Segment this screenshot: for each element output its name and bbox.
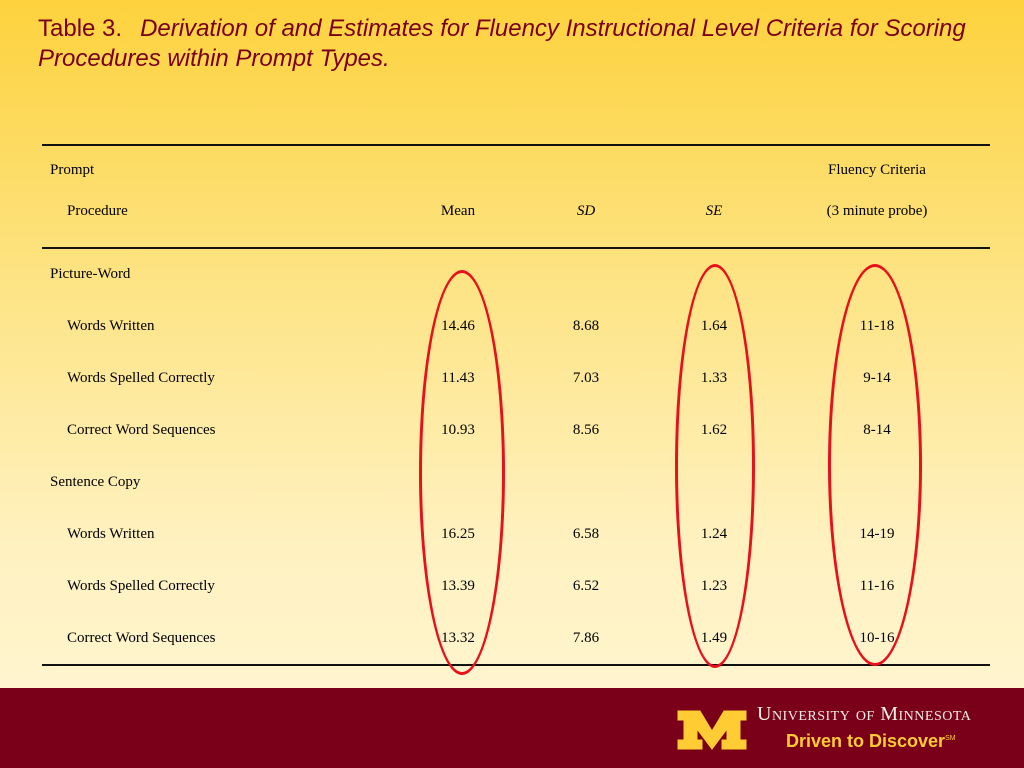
row-procedure: Words Written (67, 318, 155, 334)
footer-bar (0, 688, 1024, 768)
table-top-rule (42, 144, 990, 146)
row-procedure: Words Written (67, 526, 155, 542)
row-procedure: Correct Word Sequences (67, 422, 216, 438)
header-prompt: Prompt (50, 162, 95, 178)
header-procedure: Procedure (67, 203, 128, 219)
mean-column-highlight-oval (419, 270, 505, 675)
header-se: SE (705, 203, 723, 219)
header-mean: Mean (440, 203, 476, 219)
table-header-rule (42, 247, 990, 249)
row-procedure: Words Spelled Correctly (67, 370, 215, 386)
row-procedure: Correct Word Sequences (67, 630, 216, 646)
table-number: Table 3. (38, 15, 123, 42)
service-mark: SM (945, 735, 956, 742)
table-caption: Derivation of and Estimates for Fluency … (38, 15, 966, 72)
header-probe-duration: (3 minute probe) (826, 203, 928, 219)
row-sd: 6.58 (572, 526, 600, 542)
header-sd: SD (576, 203, 596, 219)
row-sd: 8.68 (572, 318, 600, 334)
row-procedure: Words Spelled Correctly (67, 578, 215, 594)
se-column-highlight-oval (675, 264, 755, 668)
block-m-logo-icon (677, 710, 747, 750)
tagline: Driven to DiscoverSM (786, 731, 956, 752)
header-fluency-criteria: Fluency Criteria (828, 162, 926, 178)
criteria-column-highlight-oval (828, 264, 922, 666)
tagline-text: Driven to Discover (786, 731, 946, 751)
university-name: University of Minnesota (757, 703, 972, 725)
row-sd: 8.56 (572, 422, 600, 438)
row-sd: 6.52 (572, 578, 600, 594)
table-bottom-rule (42, 664, 990, 666)
row-sd: 7.03 (572, 370, 600, 386)
group-label: Picture-Word (50, 266, 131, 282)
group-label: Sentence Copy (50, 474, 141, 490)
row-sd: 7.86 (572, 630, 600, 646)
slide-title: Table 3. Derivation of and Estimates for … (38, 14, 998, 74)
